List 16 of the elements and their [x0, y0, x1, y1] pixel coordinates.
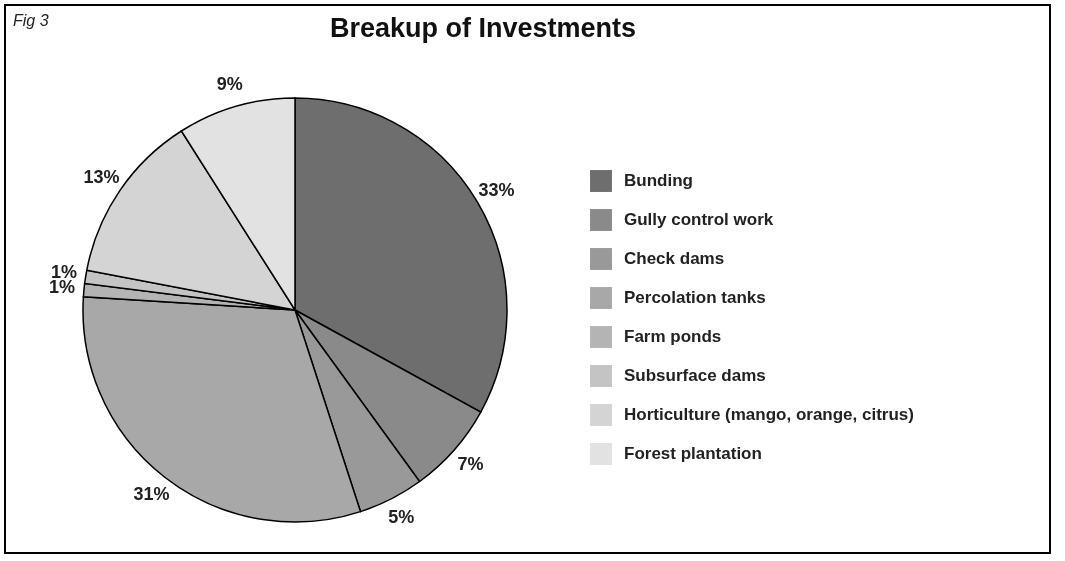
legend-label: Farm ponds	[624, 327, 722, 346]
legend-label: Check dams	[624, 249, 725, 268]
legend-label: Percolation tanks	[624, 288, 766, 307]
data-label: 13%	[83, 167, 120, 188]
data-label: 9%	[216, 74, 243, 95]
data-label: 31%	[133, 483, 170, 504]
legend-label: Horticulture (mango, orange, citrus)	[624, 405, 914, 424]
legend-label: Gully control work	[624, 210, 774, 229]
legend-label: Forest plantation	[624, 444, 762, 463]
data-label: 33%	[478, 179, 515, 200]
data-label: 5%	[388, 507, 415, 528]
legend-label: Subsurface dams	[624, 366, 766, 385]
chart-title: Breakup of Investments	[330, 13, 637, 43]
caption: Fig 3	[13, 12, 49, 29]
legend-label: Bunding	[624, 171, 693, 190]
data-label: 7%	[457, 453, 484, 474]
